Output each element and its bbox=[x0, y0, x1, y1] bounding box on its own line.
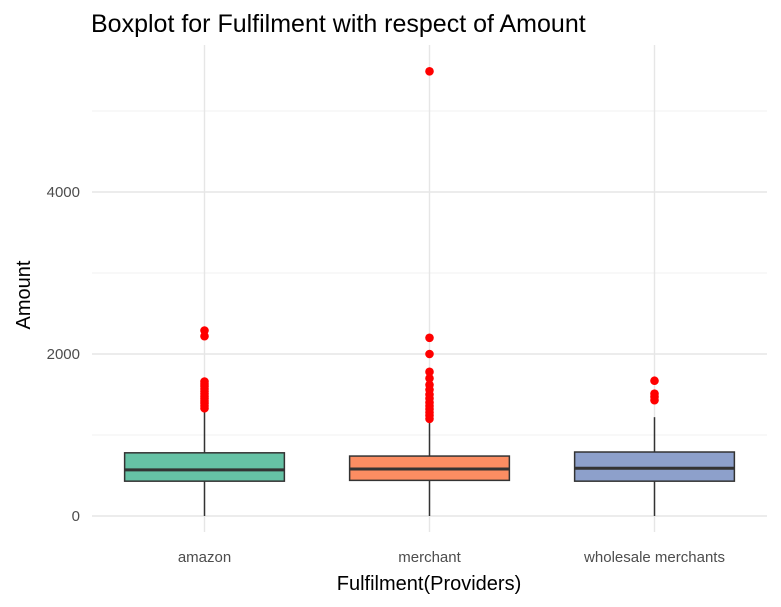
outlier-point bbox=[425, 367, 434, 377]
box-group-wholesale-merchants bbox=[573, 376, 736, 516]
x-tick-label: merchant bbox=[398, 549, 461, 566]
box-group-amazon bbox=[123, 326, 286, 516]
chart-title: Boxplot for Fulfilment with respect of A… bbox=[91, 10, 586, 38]
y-tick-label: 4000 bbox=[47, 184, 80, 201]
outlier-point bbox=[650, 389, 659, 398]
y-tick-label: 2000 bbox=[47, 346, 80, 363]
box-layer bbox=[123, 67, 736, 516]
iqr-box bbox=[123, 452, 286, 482]
outlier-point bbox=[425, 67, 434, 76]
tick-layer: 0 2000 4000 amazon merchant wholesale merchan… bbox=[47, 184, 725, 566]
outlier-point bbox=[425, 333, 434, 343]
x-tick-label: wholesale merchants bbox=[583, 549, 725, 566]
x-axis-title: Fulfilment(Providers) bbox=[337, 573, 521, 595]
x-tick-label: amazon bbox=[178, 549, 231, 566]
outlier-point bbox=[200, 377, 209, 386]
box-group-merchant bbox=[348, 67, 511, 516]
outlier-point bbox=[200, 326, 209, 335]
y-axis-title: Amount bbox=[13, 260, 35, 329]
iqr-box bbox=[573, 451, 736, 482]
y-tick-label: 0 bbox=[72, 508, 80, 525]
outlier-point bbox=[425, 374, 434, 383]
outlier-point bbox=[425, 380, 434, 390]
outlier-point bbox=[650, 376, 659, 386]
outlier-point bbox=[425, 349, 434, 359]
